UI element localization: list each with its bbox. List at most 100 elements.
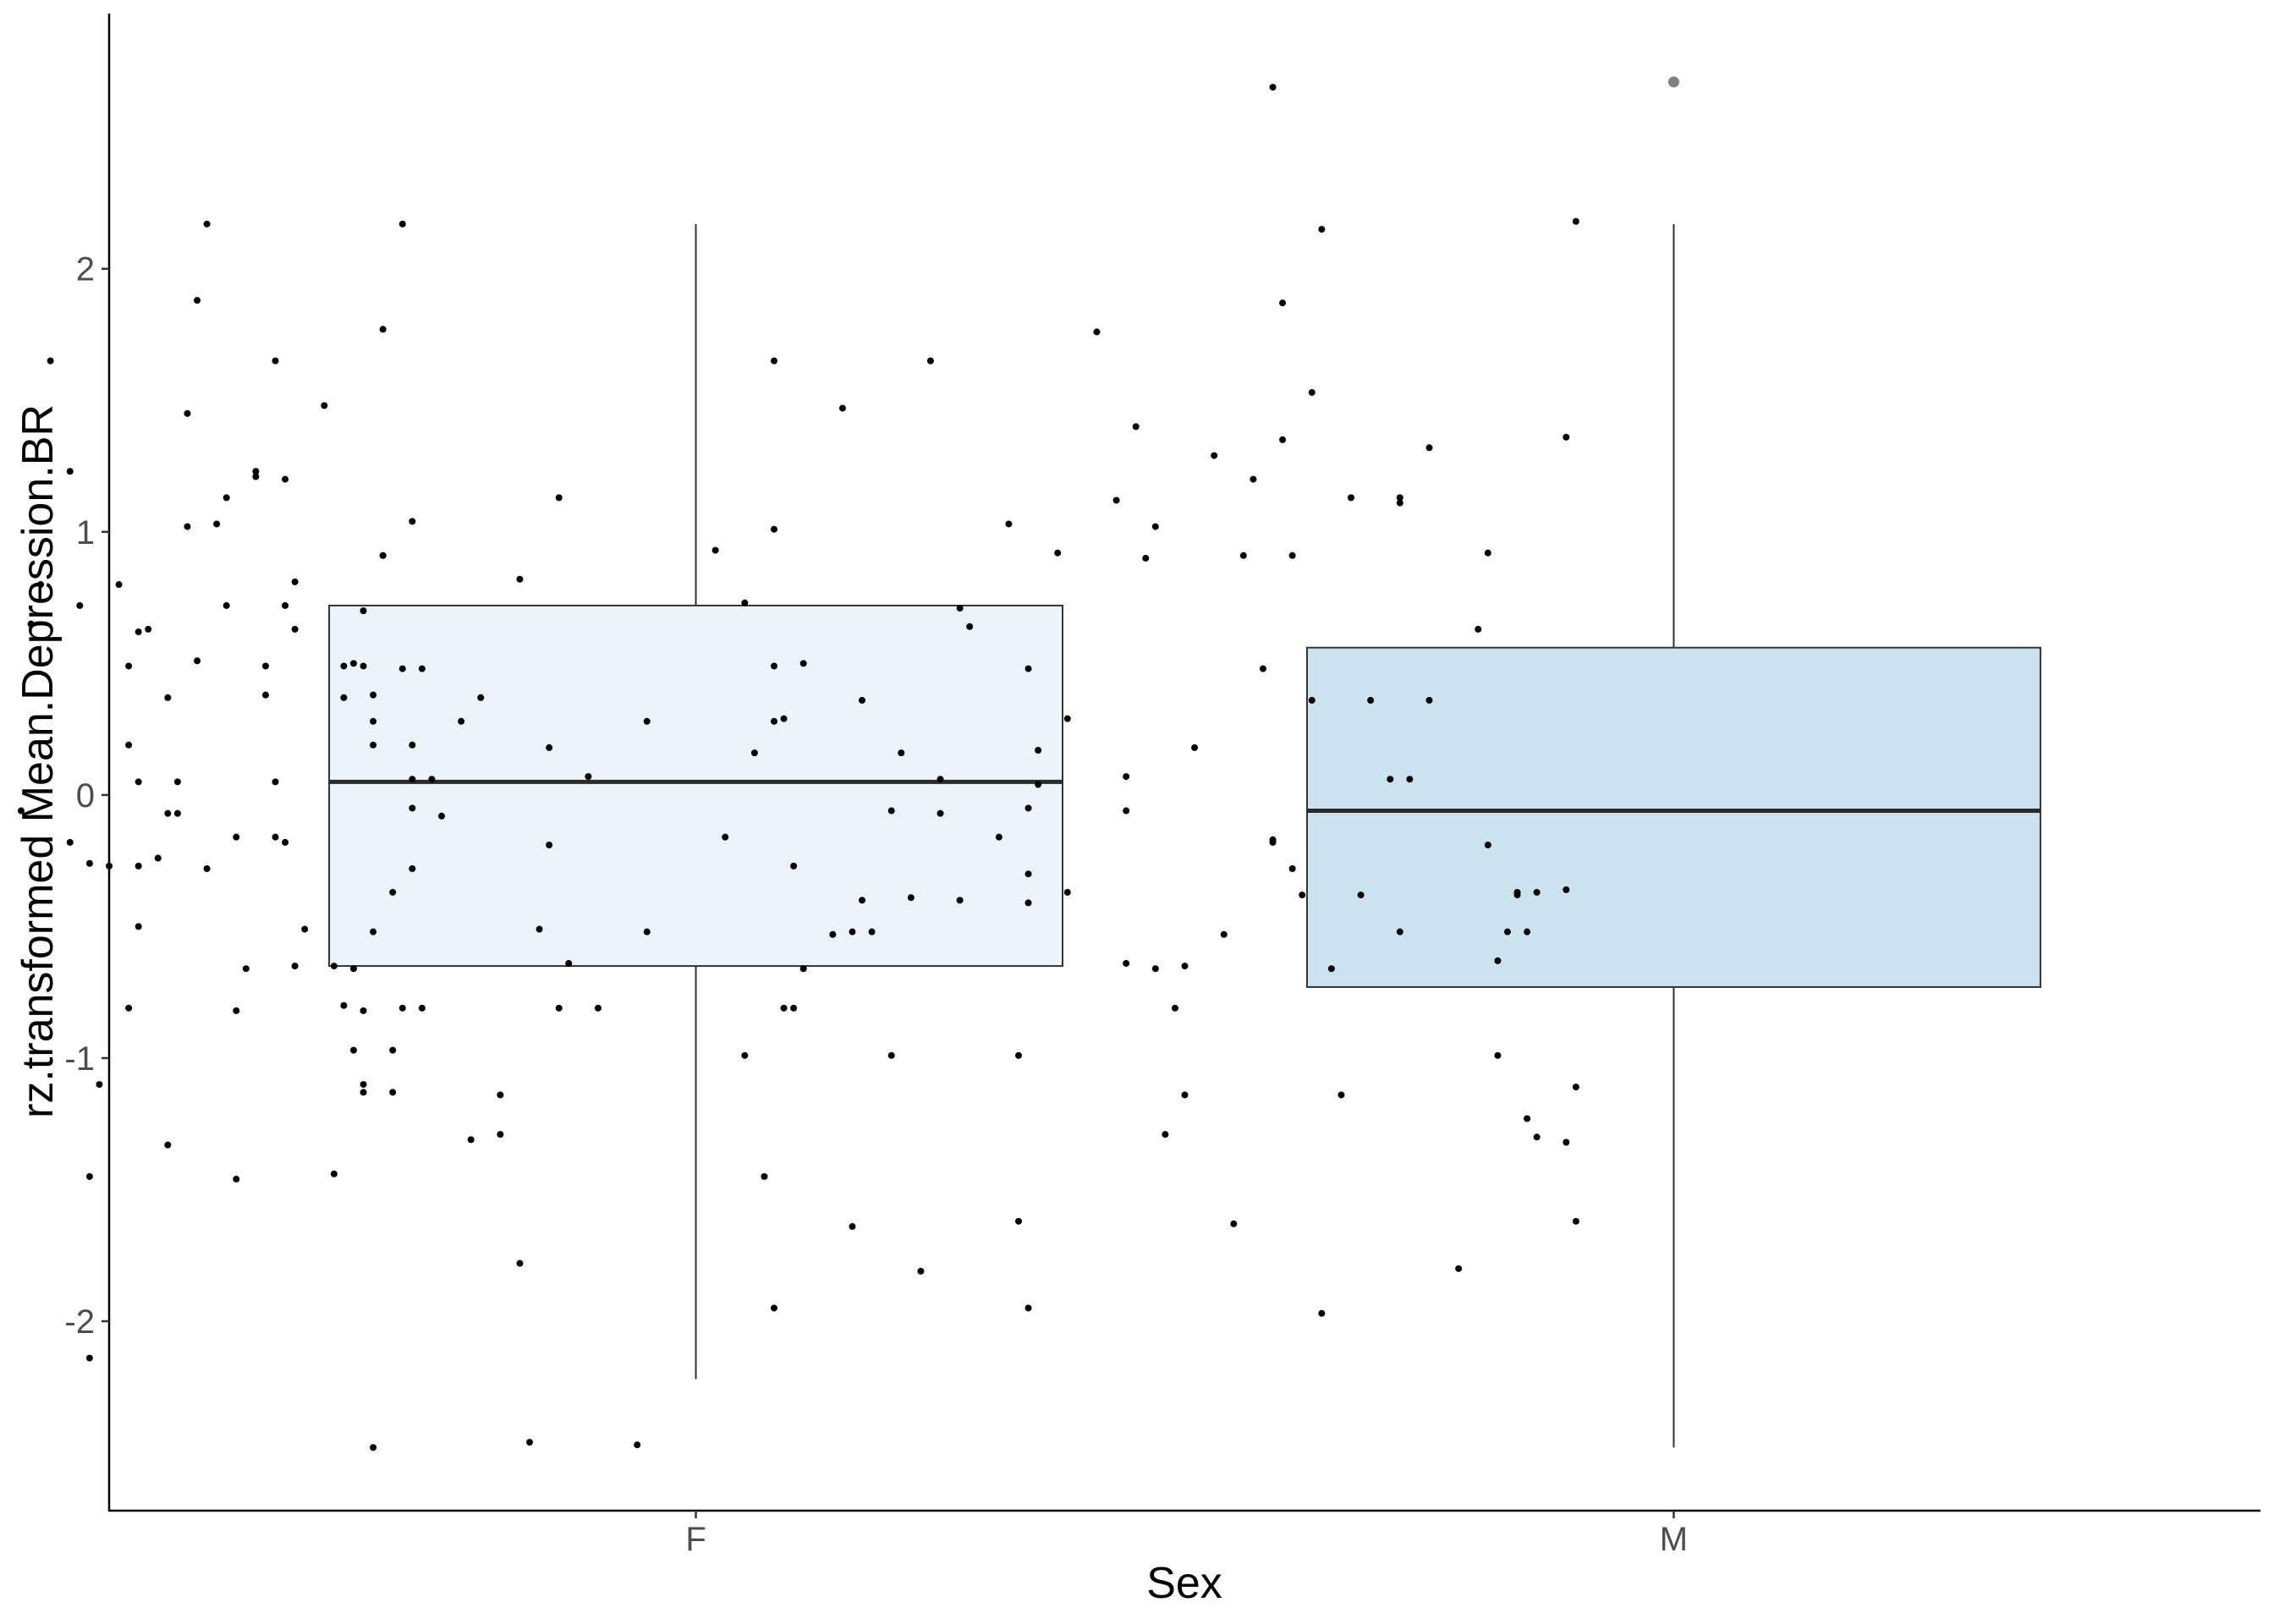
data-point-f: [184, 409, 191, 417]
data-point-m: [1181, 1091, 1189, 1099]
data-point-f: [76, 601, 84, 609]
data-point-m: [546, 841, 553, 848]
data-point-m: [1191, 743, 1199, 751]
data-point-m: [370, 741, 377, 749]
x-axis-title: Sex: [1146, 1559, 1222, 1608]
data-point-m: [1348, 494, 1355, 502]
data-point-m: [379, 326, 387, 333]
data-point-f: [398, 665, 406, 672]
data-point-m: [643, 717, 651, 725]
data-point-m: [771, 525, 778, 533]
data-point-m: [349, 660, 357, 667]
points-layer: [17, 84, 1579, 1451]
data-point-m: [956, 897, 964, 904]
data-point-f: [222, 601, 230, 609]
data-point-m: [1299, 892, 1306, 899]
data-point-f: [349, 1046, 357, 1054]
data-point-m: [1132, 423, 1140, 431]
data-point-m: [1063, 888, 1071, 896]
data-point-m: [1425, 696, 1433, 704]
data-point-f: [340, 1001, 348, 1009]
y-tick-label: 0: [76, 777, 95, 815]
data-point-f: [252, 468, 260, 475]
data-point-m: [1318, 1309, 1326, 1317]
data-point-f: [349, 965, 357, 973]
data-point-m: [516, 1259, 524, 1267]
data-point-m: [536, 925, 543, 933]
data-point-f: [233, 833, 240, 841]
data-point-m: [1318, 226, 1326, 233]
data-point-f: [409, 741, 416, 749]
data-point-m: [722, 833, 729, 841]
data-point-m: [1327, 965, 1335, 973]
boxes-layer: [328, 76, 2041, 1448]
ticks-layer: -2 -1 0 1 2 F M: [64, 251, 1688, 1558]
data-point-m: [1005, 520, 1013, 528]
data-point-f: [252, 473, 260, 480]
data-point-f: [135, 628, 142, 636]
data-point-f: [135, 862, 142, 870]
data-point-f: [164, 809, 172, 817]
data-point-m: [1308, 388, 1316, 396]
data-point-m: [898, 749, 905, 757]
data-point-m: [1475, 625, 1482, 633]
data-point-f: [145, 625, 152, 633]
data-point-m: [1396, 494, 1403, 502]
data-point-f: [85, 1354, 93, 1362]
box-f: [328, 604, 1064, 968]
data-point-m: [907, 894, 915, 902]
data-point-m: [1269, 836, 1277, 843]
data-point-f: [125, 1004, 133, 1012]
data-point-m: [497, 1091, 504, 1099]
data-point-f: [389, 1089, 397, 1096]
data-point-f: [360, 1007, 367, 1014]
data-point-m: [340, 694, 348, 701]
data-point-m: [780, 715, 788, 722]
data-point-m: [849, 928, 856, 935]
data-point-m: [771, 1304, 778, 1312]
data-point-m: [389, 888, 397, 896]
data-point-m: [1035, 781, 1042, 788]
data-point-m: [1572, 1217, 1579, 1225]
data-point-m: [1533, 1133, 1541, 1141]
data-point-f: [66, 468, 74, 475]
data-point-f: [233, 1176, 240, 1183]
data-point-m: [1024, 899, 1032, 907]
data-point-f: [360, 1089, 367, 1096]
data-point-f: [203, 220, 211, 228]
data-point-m: [887, 1051, 895, 1059]
data-point-f: [291, 625, 299, 633]
data-point-m: [1259, 665, 1266, 672]
y-tick-label: -1: [64, 1040, 95, 1078]
data-point-f: [37, 581, 45, 589]
data-point-m: [467, 1136, 475, 1144]
data-point-f: [330, 963, 338, 970]
data-point-m: [409, 804, 416, 812]
data-point-m: [360, 662, 367, 670]
data-point-f: [96, 1081, 103, 1089]
data-point-m: [526, 1439, 534, 1446]
data-point-f: [184, 523, 191, 530]
data-point-m: [1425, 444, 1433, 452]
data-point-m: [1024, 804, 1032, 812]
data-point-m: [477, 694, 485, 701]
data-point-f: [66, 838, 74, 846]
data-point-m: [1563, 433, 1570, 441]
data-point-m: [1533, 888, 1541, 896]
data-point-m: [418, 665, 426, 672]
data-point-m: [409, 518, 416, 525]
data-point-m: [370, 691, 377, 699]
data-point-m: [555, 1004, 563, 1012]
data-point-m: [398, 220, 406, 228]
data-point-f: [164, 1141, 172, 1149]
data-point-f: [47, 357, 54, 365]
data-point-f: [272, 778, 279, 786]
data-point-m: [761, 1172, 768, 1180]
data-point-f: [370, 928, 377, 935]
data-point-m: [497, 1131, 504, 1138]
data-point-m: [1181, 963, 1189, 970]
data-point-m: [1123, 773, 1130, 781]
data-point-m: [1288, 551, 1296, 559]
data-point-f: [173, 809, 181, 817]
